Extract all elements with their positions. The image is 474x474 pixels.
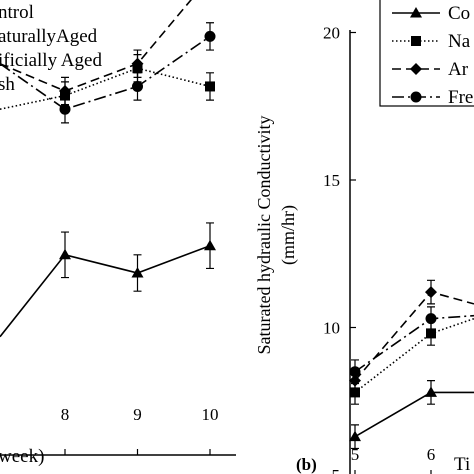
y-tick-label-b-20: 20 [323, 24, 340, 43]
panel-a-chart: 8 9 10 week) ntrol aturallyAged ificially Aged… [0, 0, 236, 467]
marker-a-1-2 [205, 81, 215, 92]
marker-a-2-0 [59, 85, 71, 97]
series-b-2 [349, 279, 474, 393]
series-b-0 [349, 380, 474, 450]
y-tick-label-b-15: 15 [323, 171, 340, 190]
series-line-a-2 [0, 0, 192, 92]
marker-b-3-0 [349, 366, 361, 378]
x-tick-label-a-9: 9 [133, 405, 142, 424]
marker-a-0-0 [59, 248, 71, 260]
series-line-a-3 [0, 35, 211, 111]
legend-label-b-0: Co [448, 3, 470, 24]
series-a-0 [0, 222, 216, 338]
legend-a: ntrol aturallyAged ificially Aged sh [0, 2, 102, 95]
series-line-a-0 [0, 244, 211, 338]
marker-b-0-0 [349, 430, 361, 442]
x-tick-label-a-8: 8 [61, 405, 70, 424]
marker-a-0-1 [131, 267, 144, 278]
y-tick-label-b-5: 5 [332, 466, 341, 474]
x-tick-label-a-10: 10 [202, 405, 219, 424]
legend-label-b-1: Na [448, 31, 471, 52]
marker-b-0-1 [425, 386, 437, 397]
series-line-b-2 [354, 291, 474, 382]
marker-a-3-2 [204, 30, 216, 42]
series-a-3 [0, 22, 216, 124]
y-axis-label-b: Saturated hydraulic Conductivity (mm/hr) [254, 116, 299, 355]
marker-b-2-1 [425, 286, 437, 299]
legend-label-a-1: aturallyAged [0, 26, 98, 47]
series-line-b-0 [354, 391, 474, 438]
marker-b-3-1 [425, 313, 437, 325]
legend-label-b-2: Ar [448, 59, 469, 80]
legend-label-a-3: sh [0, 74, 15, 95]
legend-marker-b-1 [411, 36, 421, 46]
marker-a-2-1 [131, 57, 144, 70]
series-line-b-3 [354, 314, 474, 373]
legend-label-a-0: ntrol [0, 2, 34, 23]
legend-box-b [379, 0, 474, 107]
x-axis-label-a: week) [0, 446, 44, 467]
legend-b: Co Na Ar Fre [379, 0, 474, 108]
panel-b-chart: 51015202556Ti(b)Saturated hydraulic Cond… [254, 0, 474, 474]
series-b-3 [349, 306, 474, 385]
marker-a-3-1 [132, 80, 143, 92]
y-axis-label-b-line1: Saturated hydraulic Conductivity [254, 116, 274, 355]
y-axis-label-b-line2: (mm/hr) [278, 205, 299, 265]
legend-marker-b-0 [410, 7, 422, 18]
legend-label-a-2: ificially Aged [0, 50, 102, 71]
marker-b-1-1 [426, 328, 436, 339]
panel-label-b: (b) [296, 455, 317, 474]
x-axis-label-b: Ti [454, 454, 470, 474]
legend-label-b-3: Fre [448, 87, 473, 108]
marker-a-0-2 [204, 239, 216, 251]
x-tick-label-b-6: 6 [427, 445, 436, 464]
legend-marker-b-3 [410, 91, 422, 103]
series-line-a-1 [0, 67, 211, 110]
y-tick-label-b-10: 10 [323, 319, 340, 338]
marker-a-3-0 [59, 103, 71, 115]
legend-marker-b-2 [410, 63, 422, 75]
x-tick-label-b-5: 5 [351, 445, 360, 464]
series-a-2 [0, 0, 192, 106]
